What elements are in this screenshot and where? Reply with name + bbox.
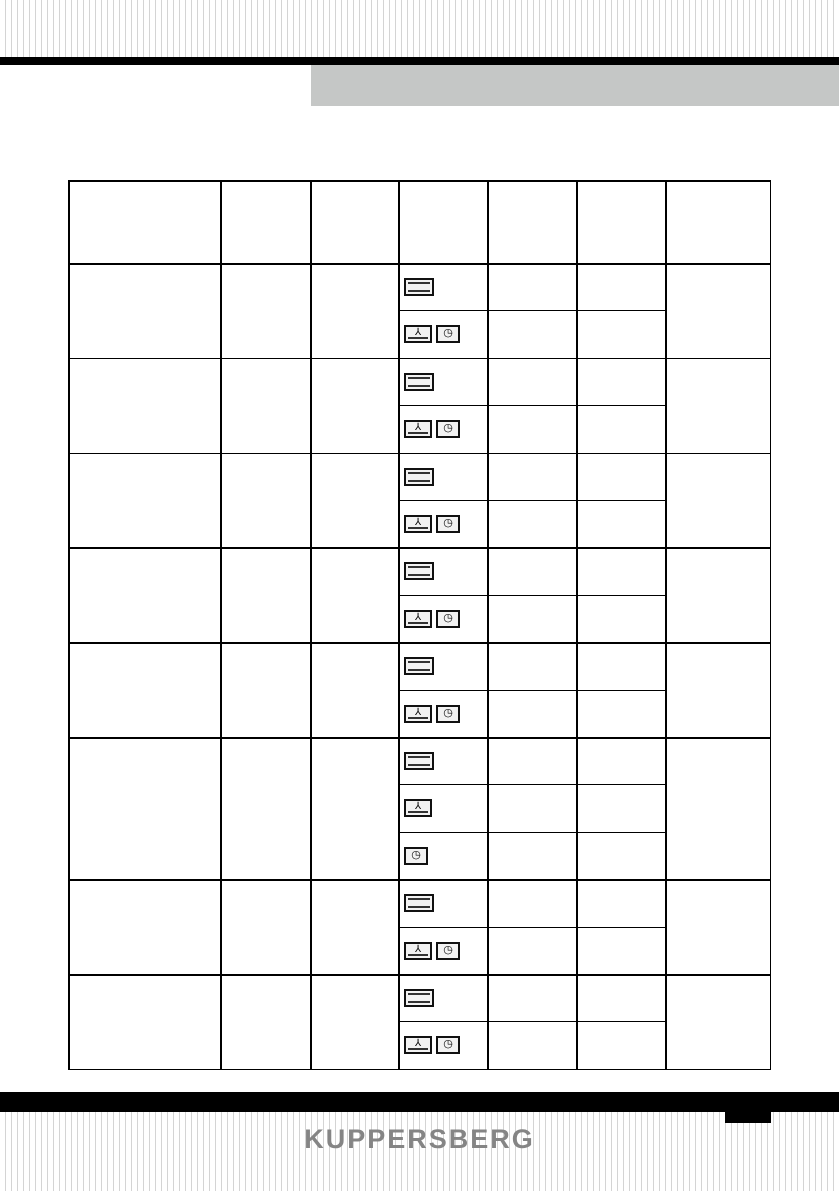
- mode-divider: [398, 831, 665, 833]
- fan-icon: ⅄: [404, 515, 432, 533]
- mode-divider: [398, 310, 665, 312]
- heat-top-bottom-icon: [404, 562, 434, 581]
- page-number-tab: [725, 1112, 771, 1123]
- fan-icon: ⅄: [404, 799, 432, 818]
- fan-clock-icon: ◷: [404, 846, 428, 865]
- row-divider: [68, 642, 771, 644]
- fan-icon: ⅄: [404, 420, 432, 439]
- fan-icon: ⅄: [404, 941, 432, 960]
- fan-clock-icon: ◷: [436, 941, 460, 960]
- mode-divider: [398, 594, 665, 596]
- heat-top-bottom-icon: [404, 467, 434, 486]
- column-divider: [220, 180, 222, 1070]
- fan-clock-icon: ◷: [436, 609, 460, 628]
- brand-logo: KUPPERSBERG: [304, 1124, 535, 1154]
- mode-divider: [398, 926, 665, 928]
- fan-clock-icon: ◷: [436, 420, 460, 439]
- mode-divider: [398, 689, 665, 691]
- column-divider: [665, 180, 667, 1070]
- cooking-table: ⅄ ◷ ⅄ ◷ ⅄ ◷ ⅄ ◷ ⅄ ◷ ⅄ ◷ ⅄ ◷ ⅄ ◷: [68, 180, 771, 1071]
- table-border-top: [68, 180, 771, 182]
- column-divider: [398, 180, 400, 1070]
- row-divider: [68, 452, 771, 455]
- row-divider: [68, 547, 771, 549]
- heat-top-bottom-icon: [404, 989, 434, 1007]
- row-divider: [68, 1068, 771, 1071]
- fan-clock-icon: ◷: [436, 325, 460, 344]
- mode-divider: [398, 784, 665, 786]
- heat-top-bottom-icon: [404, 372, 434, 391]
- column-divider: [769, 180, 771, 1070]
- column-divider: [487, 180, 489, 1070]
- mode-divider: [398, 405, 665, 407]
- section-title-band: [311, 65, 839, 106]
- row-divider: [68, 737, 771, 739]
- heat-top-bottom-icon: [404, 657, 434, 676]
- fan-clock-icon: ◷: [436, 704, 460, 723]
- fan-clock-icon: ◷: [436, 1036, 460, 1055]
- header-stripes: [0, 0, 839, 57]
- fan-icon: ⅄: [404, 704, 432, 723]
- fan-icon: ⅄: [404, 609, 432, 628]
- fan-clock-icon: ◷: [436, 515, 460, 533]
- heat-top-bottom-icon: [404, 278, 434, 296]
- footer-bar: [0, 1092, 839, 1112]
- header-divider: [68, 263, 771, 265]
- heat-top-bottom-icon: [404, 752, 434, 770]
- row-divider: [68, 974, 771, 976]
- fan-icon: ⅄: [404, 1036, 432, 1055]
- column-divider: [576, 180, 578, 1070]
- heat-top-bottom-icon: [404, 894, 434, 913]
- footer-stripes: [0, 1112, 839, 1191]
- row-divider: [68, 879, 771, 881]
- header-bar: [0, 57, 839, 65]
- mode-divider: [398, 500, 665, 501]
- column-divider: [68, 180, 70, 1070]
- column-divider: [310, 180, 312, 1070]
- row-divider: [68, 357, 771, 360]
- mode-divider: [398, 1021, 665, 1023]
- fan-icon: ⅄: [404, 325, 432, 344]
